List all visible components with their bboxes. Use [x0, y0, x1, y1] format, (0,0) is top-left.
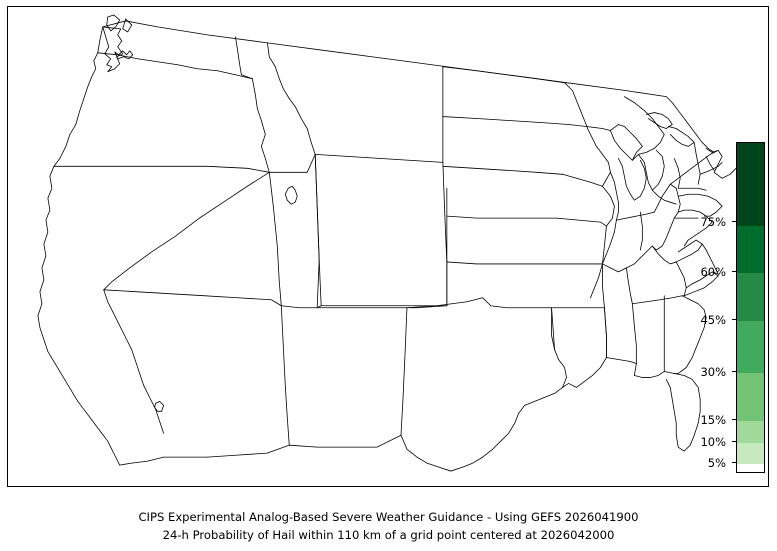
new-york-pennsylvania	[673, 157, 681, 189]
pennsylvania-new-york-border	[677, 187, 707, 191]
new-england-coast	[669, 150, 747, 185]
lake-michigan	[617, 157, 647, 201]
new-jersey-new-york	[677, 193, 723, 217]
arizona-new-mexico-border	[280, 305, 290, 446]
utah-south-border	[280, 305, 322, 309]
south-carolina-georgia-coast	[673, 295, 707, 374]
figure-caption: CIPS Experimental Analog-Based Severe We…	[0, 508, 777, 544]
pennsylvania-north	[651, 189, 677, 205]
tennessee-south	[631, 295, 683, 305]
south-dakota-nebraska-border	[442, 165, 563, 175]
cape-cod	[705, 148, 719, 153]
puget-sound	[114, 50, 134, 60]
montana-wyoming-border	[314, 153, 444, 163]
nebraska-kansas-border	[446, 215, 557, 219]
california-arizona-border	[103, 289, 164, 434]
colorbar-segment-15-30	[737, 373, 764, 421]
kentucky-virginia	[651, 245, 677, 265]
texas-gulf-coast	[400, 307, 567, 472]
colorbar-segment-75-plus	[737, 143, 764, 226]
idaho-montana-border	[266, 42, 316, 155]
maryland-delaware-coast	[677, 209, 713, 247]
florida-peninsula	[663, 371, 701, 452]
saint-lawrence	[665, 96, 715, 153]
tennessee-west	[625, 267, 633, 305]
kansas-oklahoma-border	[446, 261, 555, 265]
georgian-bay	[645, 112, 673, 129]
colorbar-segment-5-10	[737, 443, 764, 464]
great-salt-lake	[284, 185, 298, 205]
tennessee-north-carolina	[675, 261, 687, 297]
illinois-west	[602, 219, 617, 265]
virginia-coast-outer-banks	[701, 243, 719, 275]
ohio-east	[651, 217, 675, 251]
us-canada-border	[102, 20, 667, 98]
oregon-south-border	[53, 165, 270, 173]
virginia-west	[675, 239, 703, 263]
oregon-idaho-border	[251, 78, 270, 173]
new-mexico-south-border	[288, 434, 402, 448]
missouri-east-border	[590, 225, 607, 299]
probability-colorbar	[736, 142, 765, 473]
lake-superior	[610, 124, 643, 161]
nebraska-iowa-missouri	[556, 217, 607, 227]
colorbar-segment-10-15	[737, 421, 764, 443]
mississippi-alabama-border	[631, 303, 637, 376]
colorbar-segment-below-5	[737, 464, 764, 472]
vancouver-island	[102, 26, 124, 73]
utah-nevada-border	[268, 171, 282, 307]
mississippi-west	[604, 307, 607, 358]
alabama-florida-panhandle	[633, 371, 665, 378]
minnesota-wisconsin	[564, 82, 611, 187]
lake-ontario	[667, 126, 695, 147]
us-map-svg	[37, 14, 747, 472]
iowa-north	[562, 173, 615, 227]
arkansas-east-border	[602, 263, 605, 309]
lake-superior-north	[623, 96, 665, 161]
mexico-border-west	[119, 456, 208, 466]
arizona-mexico-border	[207, 444, 290, 458]
caption-line-2: 24-h Probability of Hail within 110 km o…	[162, 528, 615, 542]
caption-line-1: CIPS Experimental Analog-Based Severe We…	[138, 510, 639, 524]
new-mexico-texas-border	[400, 307, 408, 436]
utah-colorado-border	[314, 153, 320, 309]
indiana-ohio-border	[639, 211, 643, 251]
salton-sea	[154, 400, 164, 412]
washington-oregon-border	[97, 52, 253, 80]
washington-idaho-border	[235, 36, 253, 80]
colorbar-segment-60-75	[737, 226, 764, 273]
lake-erie	[653, 183, 681, 219]
wisconsin-illinois	[610, 171, 619, 221]
louisiana-coast	[562, 307, 607, 388]
north-south-dakota-border	[442, 116, 569, 125]
lake-huron-michigan	[637, 150, 665, 191]
idaho-south-border	[268, 153, 316, 173]
pacific-coastline	[37, 26, 121, 466]
new-hampshire-maine	[699, 161, 723, 175]
map-axes	[7, 6, 769, 487]
new-york-vermont-border	[693, 142, 701, 185]
minnesota-east	[568, 124, 611, 131]
colorbar-segment-30-45	[737, 321, 764, 373]
illinois-indiana-north	[616, 211, 655, 221]
nevada-arizona-border	[103, 289, 282, 307]
island-shape-2	[122, 18, 133, 33]
north-dakota-north	[442, 66, 565, 84]
colorbar-segment-45-60	[737, 273, 764, 321]
vermont-new-hampshire	[705, 155, 715, 171]
island-shape	[106, 14, 121, 32]
texas-louisiana-border	[551, 307, 555, 350]
nevada-california-border	[103, 171, 270, 291]
map-boundaries	[37, 14, 747, 472]
mississippi-gulf	[606, 357, 637, 364]
ohio-river	[602, 245, 653, 273]
north-carolina-coast	[683, 271, 719, 297]
oklahoma-texas-border	[406, 297, 552, 309]
wyoming-east-border	[442, 161, 448, 307]
